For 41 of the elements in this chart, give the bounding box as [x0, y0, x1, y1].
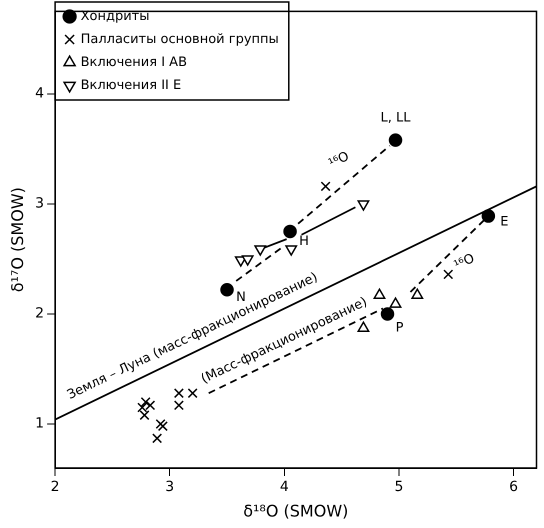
- annotation: H: [299, 234, 309, 249]
- annotation: L, LL: [380, 110, 412, 126]
- legend-label: Палласиты основной группы: [80, 32, 279, 47]
- point: [156, 419, 166, 429]
- legend-label: Включения II E: [80, 78, 182, 93]
- point: [388, 133, 402, 147]
- y-tick-label: 4: [35, 86, 44, 102]
- annotation: ¹⁶O: [326, 149, 352, 172]
- legend-label: Хондриты: [80, 8, 150, 24]
- point: [188, 388, 198, 398]
- y-tick-label: 1: [35, 416, 44, 432]
- y-axis-title: δ¹⁷O (SMOW): [8, 187, 27, 292]
- point: [145, 400, 156, 410]
- point: [158, 421, 168, 432]
- x-tick-label: 6: [509, 479, 518, 496]
- x-tick-label: 4: [280, 479, 289, 496]
- point: [380, 307, 394, 321]
- x-tick-label: 3: [165, 479, 174, 496]
- x-axis-title: δ¹⁸O (SMOW): [243, 502, 348, 521]
- annotation: ¹⁶O: [452, 251, 478, 274]
- point: [242, 255, 254, 266]
- point: [174, 400, 184, 410]
- point: [320, 181, 331, 192]
- annotation: P: [396, 320, 404, 336]
- point: [174, 388, 184, 398]
- point: [443, 269, 454, 280]
- point: [254, 245, 266, 256]
- y-tick-label: 3: [35, 196, 44, 212]
- legend-label: Включения I AB: [80, 54, 187, 70]
- x-tick-label: 5: [394, 479, 404, 496]
- point: [283, 224, 297, 238]
- annotation: E: [500, 214, 508, 230]
- point: [152, 433, 162, 444]
- point: [140, 396, 151, 407]
- point: [374, 288, 386, 300]
- point: [482, 209, 496, 223]
- point: [285, 245, 298, 256]
- point: [357, 200, 370, 211]
- y-tick-label: 2: [35, 306, 44, 322]
- x-tick-label: 2: [50, 479, 60, 496]
- point: [411, 288, 424, 300]
